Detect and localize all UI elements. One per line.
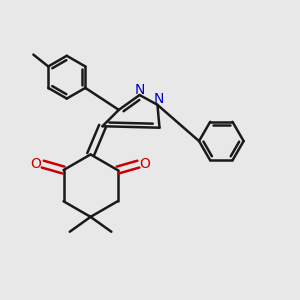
Text: O: O xyxy=(140,157,150,171)
Text: N: N xyxy=(134,83,145,97)
Text: O: O xyxy=(31,157,42,171)
Text: N: N xyxy=(154,92,164,106)
